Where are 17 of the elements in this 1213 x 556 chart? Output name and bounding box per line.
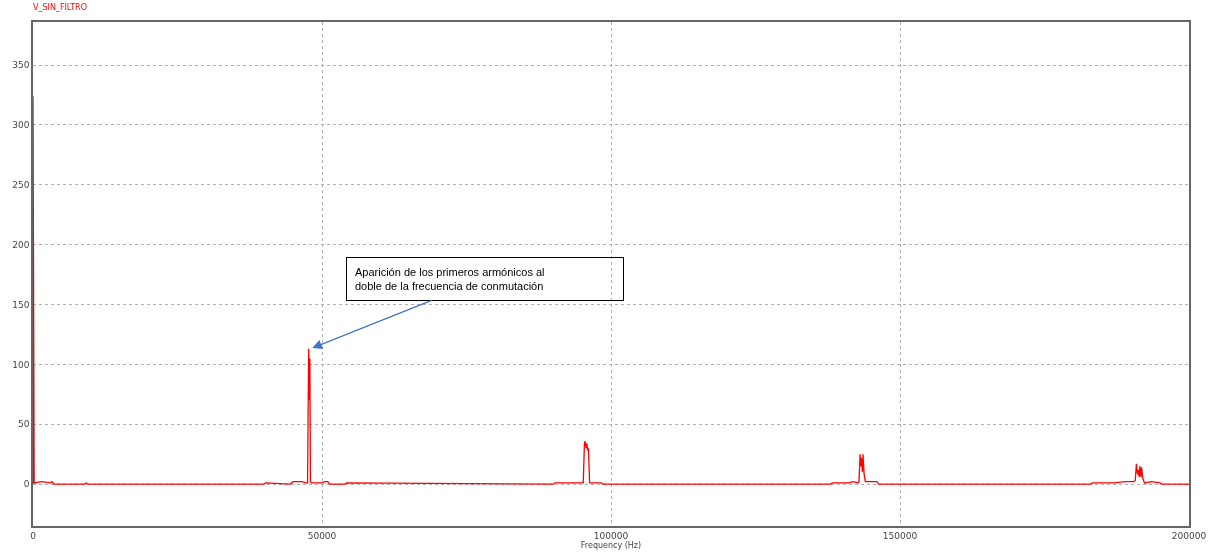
chart-title: V_SIN_FILTRO [33, 2, 87, 12]
x-axis-title: Frequency (Hz) [580, 540, 642, 550]
annotation: Aparición de los primeros armónicos al doble de la frecuencia de conmutación [355, 266, 545, 293]
line-series [33, 95, 1189, 485]
x-tick-label: 100000 [593, 530, 629, 541]
y-tick-label: 100 [12, 359, 30, 370]
y-tick-label: 200 [12, 239, 30, 250]
y-tick-label: 350 [12, 60, 30, 71]
y-tick-label: 300 [12, 120, 30, 131]
y-tick-label: 250 [12, 179, 30, 190]
x-tick-label: 150000 [882, 530, 918, 541]
y-tick-label: 150 [12, 299, 30, 310]
y-tick-label: 50 [18, 419, 30, 430]
x-tick-label: 200000 [1171, 530, 1207, 541]
x-tick-label: 50000 [307, 530, 337, 541]
y-tick-label: 0 [23, 479, 30, 490]
x-tick-label: 0 [30, 530, 37, 541]
